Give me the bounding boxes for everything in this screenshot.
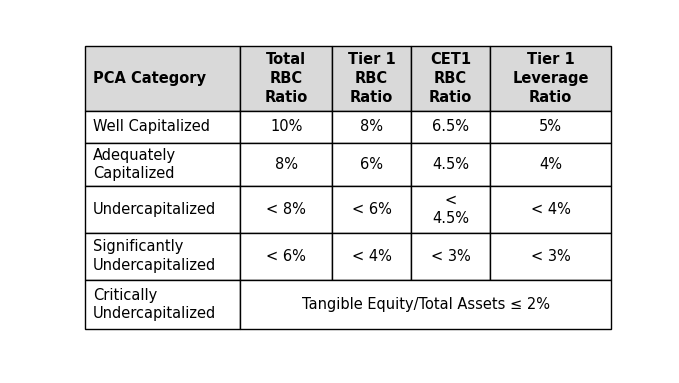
Text: Tier 1
Leverage
Ratio: Tier 1 Leverage Ratio: [513, 52, 589, 105]
Bar: [490, 143, 611, 187]
Bar: [240, 46, 332, 111]
Bar: [85, 280, 240, 329]
Bar: [332, 143, 411, 187]
Text: Total
RBC
Ratio: Total RBC Ratio: [265, 52, 308, 105]
Bar: [85, 187, 240, 233]
Bar: [240, 280, 611, 329]
Bar: [240, 233, 332, 280]
Text: CET1
RBC
Ratio: CET1 RBC Ratio: [429, 52, 472, 105]
Bar: [411, 46, 490, 111]
Bar: [411, 187, 490, 233]
Text: < 3%: < 3%: [531, 249, 570, 264]
Bar: [332, 111, 411, 143]
Bar: [85, 143, 240, 187]
Text: 8%: 8%: [360, 119, 383, 134]
Bar: [85, 233, 240, 280]
Text: Tier 1
RBC
Ratio: Tier 1 RBC Ratio: [348, 52, 396, 105]
Text: < 8%: < 8%: [266, 202, 306, 217]
Text: 4%: 4%: [539, 157, 562, 172]
Text: <
4.5%: < 4.5%: [432, 193, 469, 226]
Text: PCA Category: PCA Category: [93, 71, 206, 86]
Bar: [240, 111, 332, 143]
Text: 5%: 5%: [539, 119, 562, 134]
Text: 6%: 6%: [360, 157, 383, 172]
Text: < 4%: < 4%: [531, 202, 570, 217]
Text: 8%: 8%: [275, 157, 297, 172]
Text: < 3%: < 3%: [430, 249, 471, 264]
Text: Significantly
Undercapitalized: Significantly Undercapitalized: [93, 239, 216, 273]
Text: < 6%: < 6%: [266, 249, 306, 264]
Bar: [332, 187, 411, 233]
Bar: [411, 111, 490, 143]
Bar: [240, 143, 332, 187]
Bar: [85, 111, 240, 143]
Text: < 4%: < 4%: [352, 249, 392, 264]
Text: < 6%: < 6%: [352, 202, 392, 217]
Bar: [490, 233, 611, 280]
Bar: [490, 46, 611, 111]
Text: Critically
Undercapitalized: Critically Undercapitalized: [93, 288, 216, 321]
Bar: [332, 233, 411, 280]
Bar: [332, 46, 411, 111]
Text: Tangible Equity/Total Assets ≤ 2%: Tangible Equity/Total Assets ≤ 2%: [301, 297, 549, 312]
Text: Undercapitalized: Undercapitalized: [93, 202, 216, 217]
Text: 10%: 10%: [270, 119, 302, 134]
Bar: [411, 233, 490, 280]
Bar: [85, 46, 240, 111]
Bar: [411, 143, 490, 187]
Text: Well Capitalized: Well Capitalized: [93, 119, 210, 134]
Bar: [490, 187, 611, 233]
Text: 4.5%: 4.5%: [432, 157, 469, 172]
Bar: [240, 187, 332, 233]
Bar: [490, 111, 611, 143]
Text: 6.5%: 6.5%: [432, 119, 469, 134]
Text: Adequately
Capitalized: Adequately Capitalized: [93, 148, 176, 181]
